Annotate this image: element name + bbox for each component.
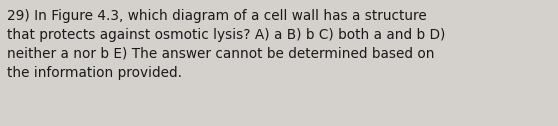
Text: 29) In Figure 4.3, which diagram of a cell wall has a structure
that protects ag: 29) In Figure 4.3, which diagram of a ce…	[7, 9, 445, 80]
